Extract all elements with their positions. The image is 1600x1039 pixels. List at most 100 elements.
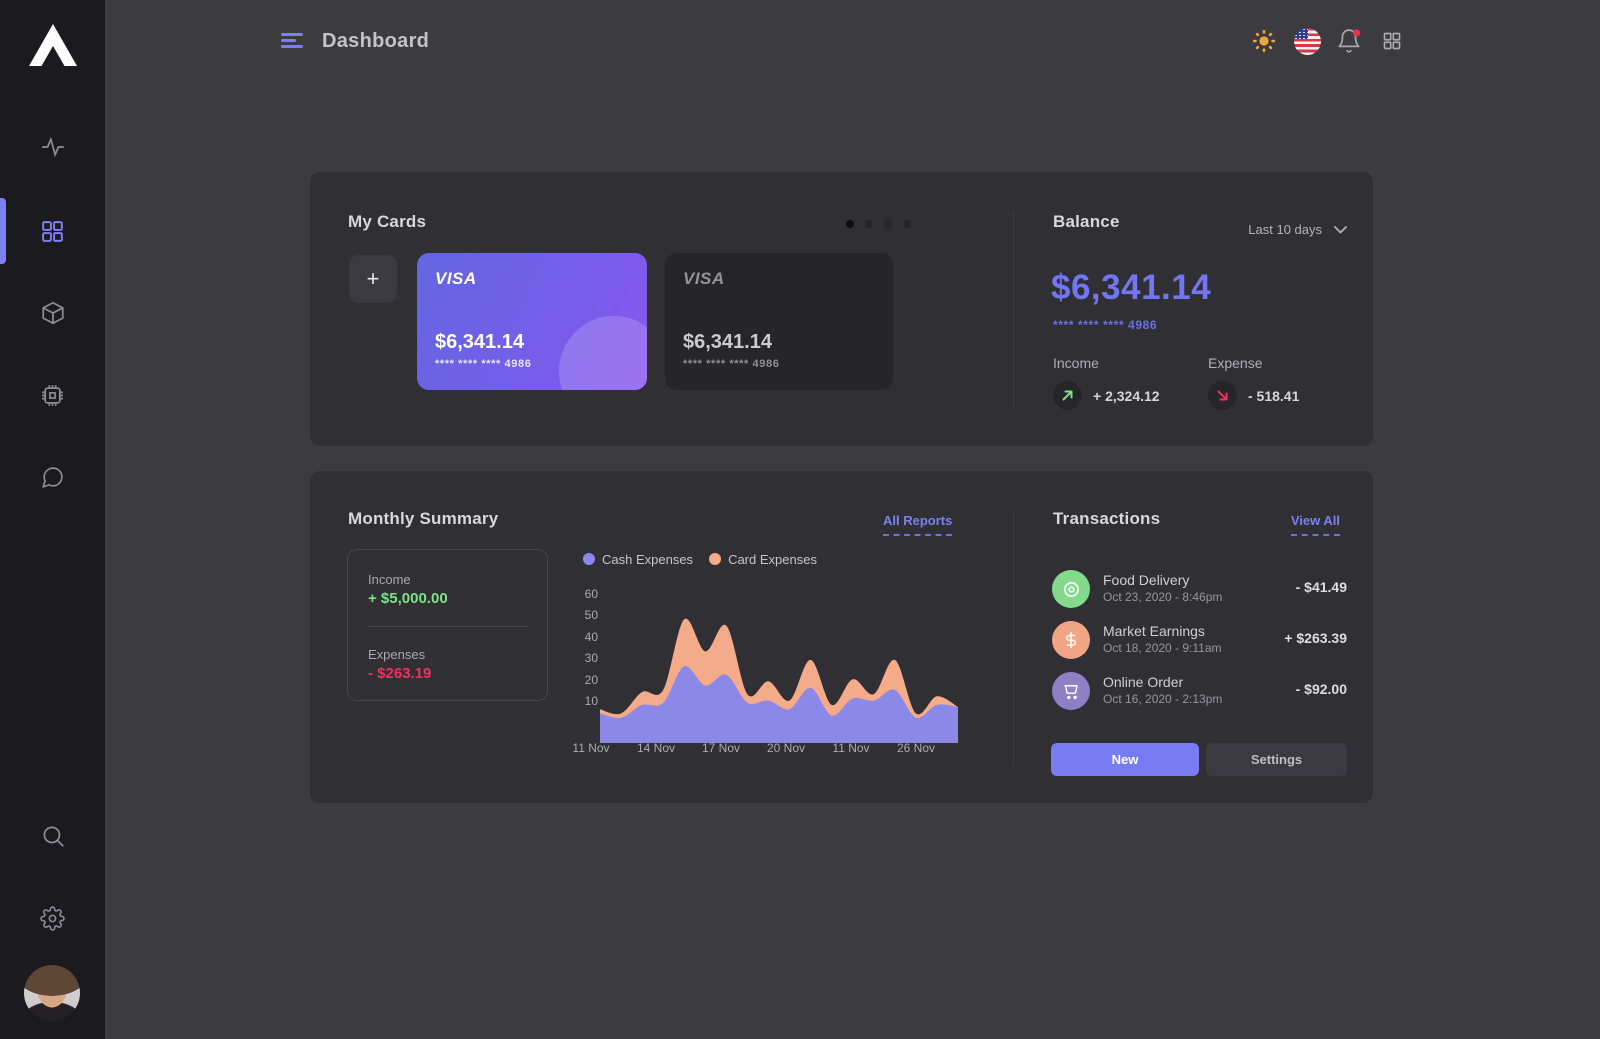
- view-all-link[interactable]: View All: [1290, 513, 1340, 536]
- x-tick: 17 Nov: [701, 741, 741, 755]
- summary-transactions-panel: Monthly Summary All Reports Income + $5,…: [310, 471, 1373, 803]
- settings-button[interactable]: Settings: [1206, 743, 1347, 776]
- x-tick: 11 Nov: [832, 741, 870, 755]
- market-earnings-dollar-icon: [1052, 621, 1090, 659]
- card-number: **** **** **** 4986: [435, 358, 532, 370]
- summary-expenses-label: Expenses: [368, 647, 426, 662]
- y-tick: 60: [584, 587, 598, 601]
- legend-dot-cash: [583, 553, 595, 565]
- transaction-title: Market Earnings: [1103, 623, 1205, 639]
- sidebar-item-activity[interactable]: [0, 114, 105, 180]
- panel-divider: [1013, 212, 1014, 407]
- transactions-title: Transactions: [1053, 509, 1161, 528]
- card-decor-circle: [559, 316, 647, 390]
- income-label: Income: [1053, 355, 1099, 371]
- cards-balance-panel: My Cards + VISA $6,341.14 **** **** ****…: [310, 172, 1373, 446]
- gear-icon: [40, 905, 65, 931]
- new-button[interactable]: New: [1051, 743, 1199, 776]
- y-tick: 50: [584, 608, 598, 622]
- credit-card-secondary[interactable]: VISA $6,341.14 **** **** **** 4986: [665, 253, 893, 390]
- expense-value: - 518.41: [1248, 388, 1300, 404]
- add-card-button[interactable]: +: [349, 255, 397, 303]
- cube-icon: [41, 301, 64, 325]
- chevron-down-icon: [1334, 225, 1347, 234]
- transaction-row[interactable]: Market Earnings Oct 18, 2020 - 9:11am + …: [1052, 621, 1347, 661]
- sidebar-item-search[interactable]: [0, 803, 105, 869]
- transaction-datetime: Oct 16, 2020 - 2:13pm: [1103, 692, 1223, 706]
- transaction-datetime: Oct 18, 2020 - 9:11am: [1103, 641, 1222, 655]
- notifications-bell-icon[interactable]: [1335, 27, 1363, 55]
- cards-carousel-dots: [846, 220, 911, 228]
- sidebar-item-system[interactable]: [0, 362, 105, 428]
- my-cards-title: My Cards: [348, 212, 427, 231]
- y-tick: 30: [584, 651, 598, 665]
- sidebar-item-dashboard[interactable]: [0, 198, 105, 264]
- balance-title: Balance: [1053, 212, 1120, 231]
- expense-label: Expense: [1208, 355, 1263, 371]
- income-arrow-chip: [1053, 381, 1082, 410]
- card-balance: $6,341.14: [683, 331, 772, 353]
- visa-logo: VISA: [683, 269, 725, 288]
- carousel-dot[interactable]: [884, 220, 892, 228]
- monthly-summary-title: Monthly Summary: [348, 509, 499, 528]
- app-logo-icon[interactable]: [27, 22, 79, 68]
- legend-item-card: Card Expenses: [709, 552, 817, 567]
- x-tick: 14 Nov: [636, 741, 676, 755]
- menu-toggle-button[interactable]: [281, 33, 303, 49]
- transaction-amount: + $263.39: [1284, 630, 1347, 646]
- sidebar-item-products[interactable]: [0, 280, 105, 346]
- legend-dot-card: [709, 553, 722, 565]
- y-tick: 10: [584, 694, 598, 708]
- carousel-dot[interactable]: [846, 220, 854, 228]
- chart-legend: Cash Expenses Card Expenses: [583, 552, 817, 567]
- credit-card-primary[interactable]: VISA $6,341.14 **** **** **** 4986: [417, 253, 647, 390]
- notification-badge: [1352, 29, 1361, 37]
- y-tick: 40: [584, 630, 598, 644]
- balance-card-number: **** **** **** 4986: [1053, 318, 1158, 332]
- summary-expenses-value: - $263.19: [368, 665, 432, 682]
- transaction-row[interactable]: Online Order Oct 16, 2020 - 2:13pm - $92…: [1052, 672, 1347, 712]
- carousel-dot[interactable]: [865, 220, 873, 228]
- transaction-amount: - $41.49: [1295, 579, 1347, 595]
- sidebar: [0, 0, 105, 1039]
- transaction-title: Online Order: [1103, 674, 1184, 690]
- arrow-down-right-icon: [1217, 390, 1228, 401]
- search-icon: [42, 826, 64, 847]
- transaction-title: Food Delivery: [1103, 572, 1190, 588]
- theme-sun-icon[interactable]: [1250, 27, 1278, 55]
- x-tick: 11 Nov: [572, 741, 610, 755]
- y-tick: 20: [584, 673, 598, 687]
- summary-income-label: Income: [368, 572, 411, 587]
- cpu-icon: [42, 384, 63, 406]
- summary-divider: [368, 626, 529, 627]
- online-order-cart-icon: [1052, 672, 1090, 710]
- all-reports-link[interactable]: All Reports: [883, 513, 953, 536]
- expense-arrow-chip: [1208, 381, 1237, 410]
- summary-income-value: + $5,000.00: [368, 590, 448, 607]
- card-number: **** **** **** 4986: [683, 358, 780, 370]
- apps-grid-icon[interactable]: [1378, 27, 1406, 55]
- sidebar-item-settings[interactable]: [0, 885, 105, 951]
- card-balance: $6,341.14: [435, 331, 524, 353]
- income-value: + 2,324.12: [1093, 388, 1160, 404]
- carousel-dot[interactable]: [903, 220, 911, 228]
- language-flag-icon[interactable]: [1293, 27, 1321, 55]
- transaction-row[interactable]: Food Delivery Oct 23, 2020 - 8:46pm - $4…: [1052, 570, 1347, 610]
- summary-box: Income + $5,000.00 Expenses - $263.19: [347, 549, 548, 701]
- balance-period-label: Last 10 days: [1248, 222, 1322, 237]
- series-cash-expenses: [600, 666, 958, 743]
- page-title: Dashboard: [322, 30, 430, 52]
- transaction-datetime: Oct 23, 2020 - 8:46pm: [1103, 590, 1223, 604]
- sidebar-item-messages[interactable]: [0, 444, 105, 510]
- visa-logo: VISA: [435, 269, 477, 288]
- balance-period-dropdown[interactable]: Last 10 days: [1248, 222, 1347, 237]
- x-tick: 26 Nov: [896, 741, 936, 755]
- grid-icon: [42, 220, 63, 242]
- chat-bubble-icon: [42, 466, 63, 488]
- summary-chart: [600, 618, 958, 743]
- user-avatar[interactable]: [24, 965, 80, 1021]
- transaction-amount: - $92.00: [1295, 681, 1347, 697]
- balance-amount: $6,341.14: [1051, 268, 1212, 307]
- expenses-area-chart: [600, 570, 958, 743]
- food-delivery-disc-icon: [1052, 570, 1090, 608]
